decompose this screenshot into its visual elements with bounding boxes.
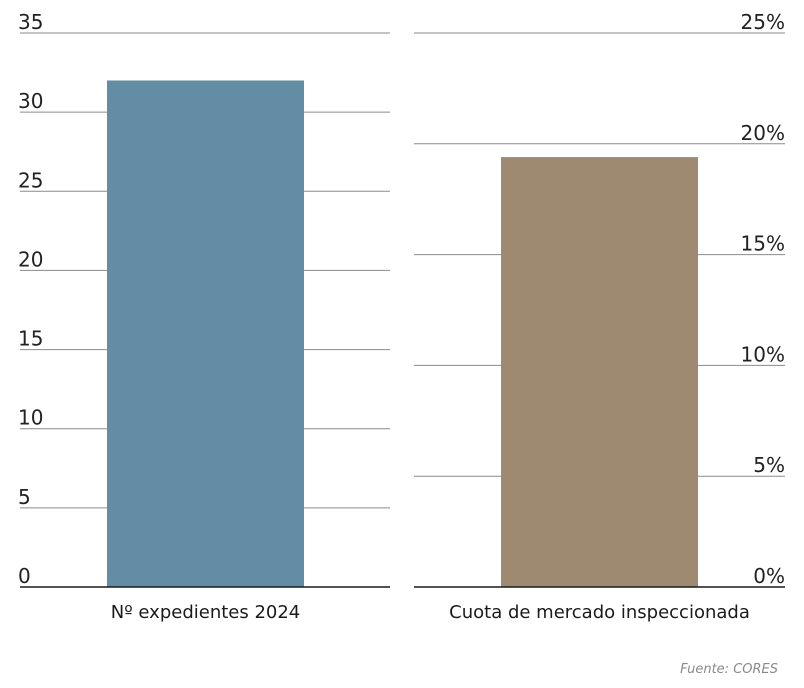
y-tick-label: 0% [753,564,785,588]
category-label: Cuota de mercado inspeccionada [449,602,750,623]
y-tick-label: 20 [18,247,43,271]
bar [107,80,304,587]
source-note: Fuente: CORES [680,662,778,677]
y-tick-label: 15 [18,327,43,351]
expedientes-chart-panel: 0 5 10 15 20 25 30 35 Nº expedientes 2024 [18,10,390,623]
y-tick-label: 0 [18,564,31,588]
category-label: Nº expedientes 2024 [111,602,301,623]
y-tick-label: 25 [18,168,43,192]
y-tick-label: 10 [18,406,43,430]
y-tick-label: 30 [18,89,43,113]
bar [501,157,698,587]
y-tick-label: 5 [18,485,31,509]
y-tick-label: 25% [741,10,785,34]
y-tick-label: 20% [741,121,785,145]
y-tick-label: 10% [741,342,785,366]
market-share-chart-panel: 0% 5% 10% 15% 20% 25% Cuota de mercado inspecc… [414,10,785,623]
y-tick-label: 15% [741,232,785,256]
y-tick-label: 5% [753,453,785,477]
y-tick-label: 35 [18,10,43,34]
